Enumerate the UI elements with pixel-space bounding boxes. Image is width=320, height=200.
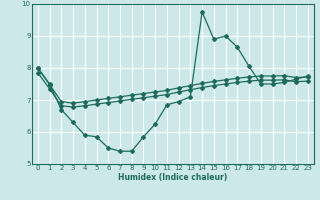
X-axis label: Humidex (Indice chaleur): Humidex (Indice chaleur) [118,173,228,182]
